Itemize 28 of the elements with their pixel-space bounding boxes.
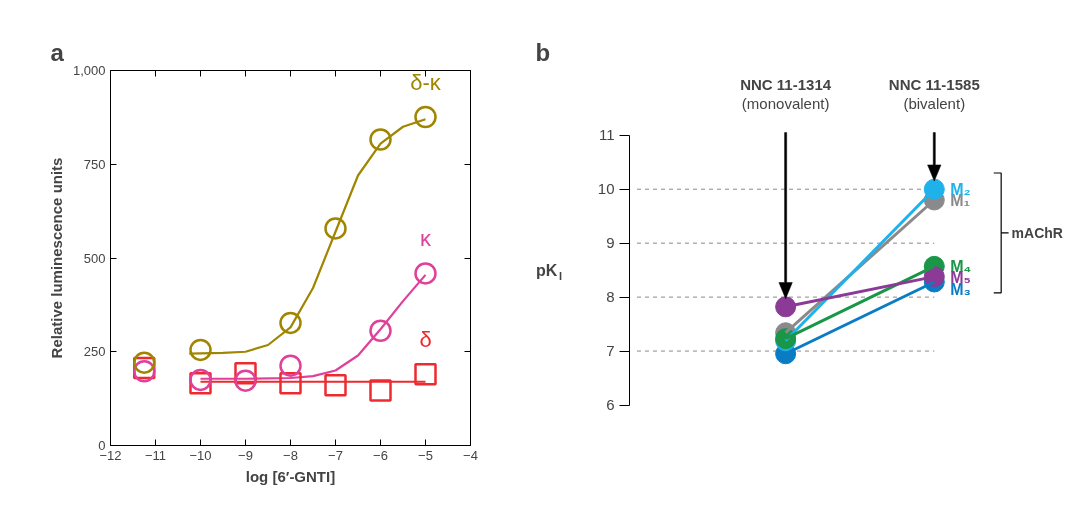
series-label: δ [419,327,432,353]
y-tick-label: 1,000 [72,63,106,78]
y-tick-label: 11 [598,126,615,144]
y-tick-label: 250 [83,344,106,360]
x-tick-label: NNC 11-1314 (monovalent) [740,76,832,113]
x-tick-label: −11 [144,447,167,463]
y-tick-label: 500 [83,250,106,266]
x-tick-label: −8 [283,447,298,463]
chart-title: a [50,38,65,66]
x-tick-label: −4 [463,447,478,463]
x-tick-label: −7 [328,447,343,463]
chart-title: b [535,38,551,66]
y-tick-label: 8 [606,288,615,306]
y-tick-label: 7 [606,342,615,360]
text: mAChR [1011,224,1063,241]
y-tick-label: 9 [606,234,615,252]
series-label: δ-κ [410,70,442,95]
y-tick-label: 6 [606,396,615,414]
x-tick-label: −6 [373,447,388,463]
x-tick-label: −5 [418,447,433,463]
series-label: κ [420,226,432,252]
x-tick-label: −10 [189,447,212,463]
x-tick-label: NNC 11-1585 (bivalent) [888,76,980,113]
x-axis-title: log [6′-GNTI] [245,467,336,485]
y-tick-label: 10 [597,180,615,198]
y-tick-label: 750 [83,156,106,172]
x-tick-label: −9 [238,447,253,463]
y-axis-title: Relative luminescence units [47,157,65,359]
